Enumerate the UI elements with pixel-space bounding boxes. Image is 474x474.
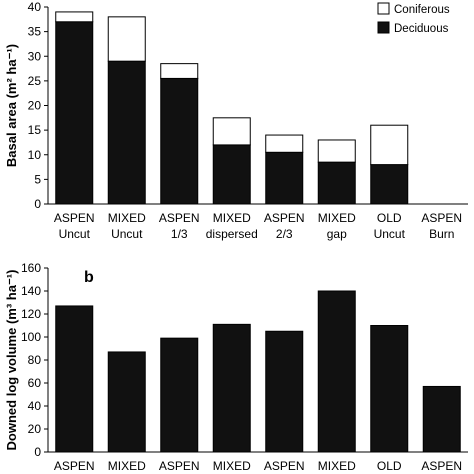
legend-label-deciduous: Deciduous [394, 23, 449, 35]
category-label-line2: Uncut [59, 227, 91, 241]
y-tick-label: 40 [28, 399, 42, 413]
bar-coniferous [107, 16, 146, 62]
bar [317, 290, 356, 453]
bar-coniferous [160, 63, 199, 79]
y-tick-label: 100 [21, 330, 41, 344]
bar-deciduous [370, 164, 409, 205]
y-tick-label: 25 [28, 74, 42, 88]
category-label-line1: OLD [377, 211, 402, 225]
category-label-line1: ASPEN [54, 459, 95, 473]
legend-swatch-deciduous [377, 21, 390, 34]
category-label-line2: Burn [429, 227, 454, 241]
bar-deciduous [55, 21, 94, 205]
y-tick-label: 20 [28, 422, 42, 436]
bar [212, 323, 251, 453]
category-label-line1: ASPEN [421, 211, 462, 225]
bar [55, 305, 94, 453]
category-label-line2: dispersed [206, 227, 258, 241]
category-label-line2: 1/3 [171, 227, 188, 241]
category-label-line1: MIXED [318, 459, 356, 473]
category-label-line2: 2/3 [276, 227, 293, 241]
legend-swatch-coniferous [377, 2, 390, 15]
bar-deciduous [265, 151, 304, 205]
category-label-line1: MIXED [213, 459, 251, 473]
y-tick-label: 5 [34, 172, 41, 186]
y-axis-title: Basal area (m² ha⁻¹) [4, 44, 19, 167]
y-tick-label: 140 [21, 284, 41, 298]
category-label-line2: gap [327, 227, 347, 241]
y-tick-label: 0 [34, 197, 41, 211]
bar [160, 337, 199, 453]
category-label-line1: ASPEN [159, 459, 200, 473]
category-label-line1: ASPEN [421, 459, 462, 473]
category-label-line1: MIXED [108, 459, 146, 473]
bar-deciduous [107, 60, 146, 205]
bar [107, 351, 146, 453]
y-tick-label: 35 [28, 25, 42, 39]
y-tick-label: 80 [28, 353, 42, 367]
bar-coniferous [317, 139, 356, 163]
bar-coniferous [265, 134, 304, 153]
bar-deciduous [160, 77, 199, 205]
y-tick-label: 20 [28, 99, 42, 113]
category-label-line1: ASPEN [264, 459, 305, 473]
y-axis-title: Downed log volume (m³ ha⁻¹) [4, 270, 19, 451]
y-tick-label: 120 [21, 307, 41, 321]
bar-deciduous [317, 161, 356, 205]
bar-coniferous [212, 117, 251, 146]
category-label-line1: ASPEN [54, 211, 95, 225]
category-label-line2: Uncut [111, 227, 143, 241]
category-label-line2: Uncut [374, 227, 406, 241]
bar-coniferous [370, 124, 409, 166]
category-label-line1: MIXED [108, 211, 146, 225]
y-tick-label: 40 [28, 0, 42, 14]
y-tick-label: 0 [34, 445, 41, 459]
y-tick-label: 160 [21, 261, 41, 275]
y-tick-label: 30 [28, 49, 42, 63]
bar [265, 330, 304, 453]
category-label-line1: MIXED [318, 211, 356, 225]
panel-label: b [84, 269, 94, 286]
category-label-line1: ASPEN [264, 211, 305, 225]
bar [370, 325, 409, 453]
y-tick-label: 15 [28, 123, 42, 137]
bar-coniferous [55, 11, 94, 23]
bar-deciduous [212, 144, 251, 205]
category-label-line1: MIXED [213, 211, 251, 225]
category-label-line1: ASPEN [159, 211, 200, 225]
y-tick-label: 60 [28, 376, 42, 390]
legend-label-coniferous: Coniferous [394, 4, 450, 16]
bar [422, 385, 461, 453]
category-label-line1: OLD [377, 459, 402, 473]
y-tick-label: 10 [28, 148, 42, 162]
